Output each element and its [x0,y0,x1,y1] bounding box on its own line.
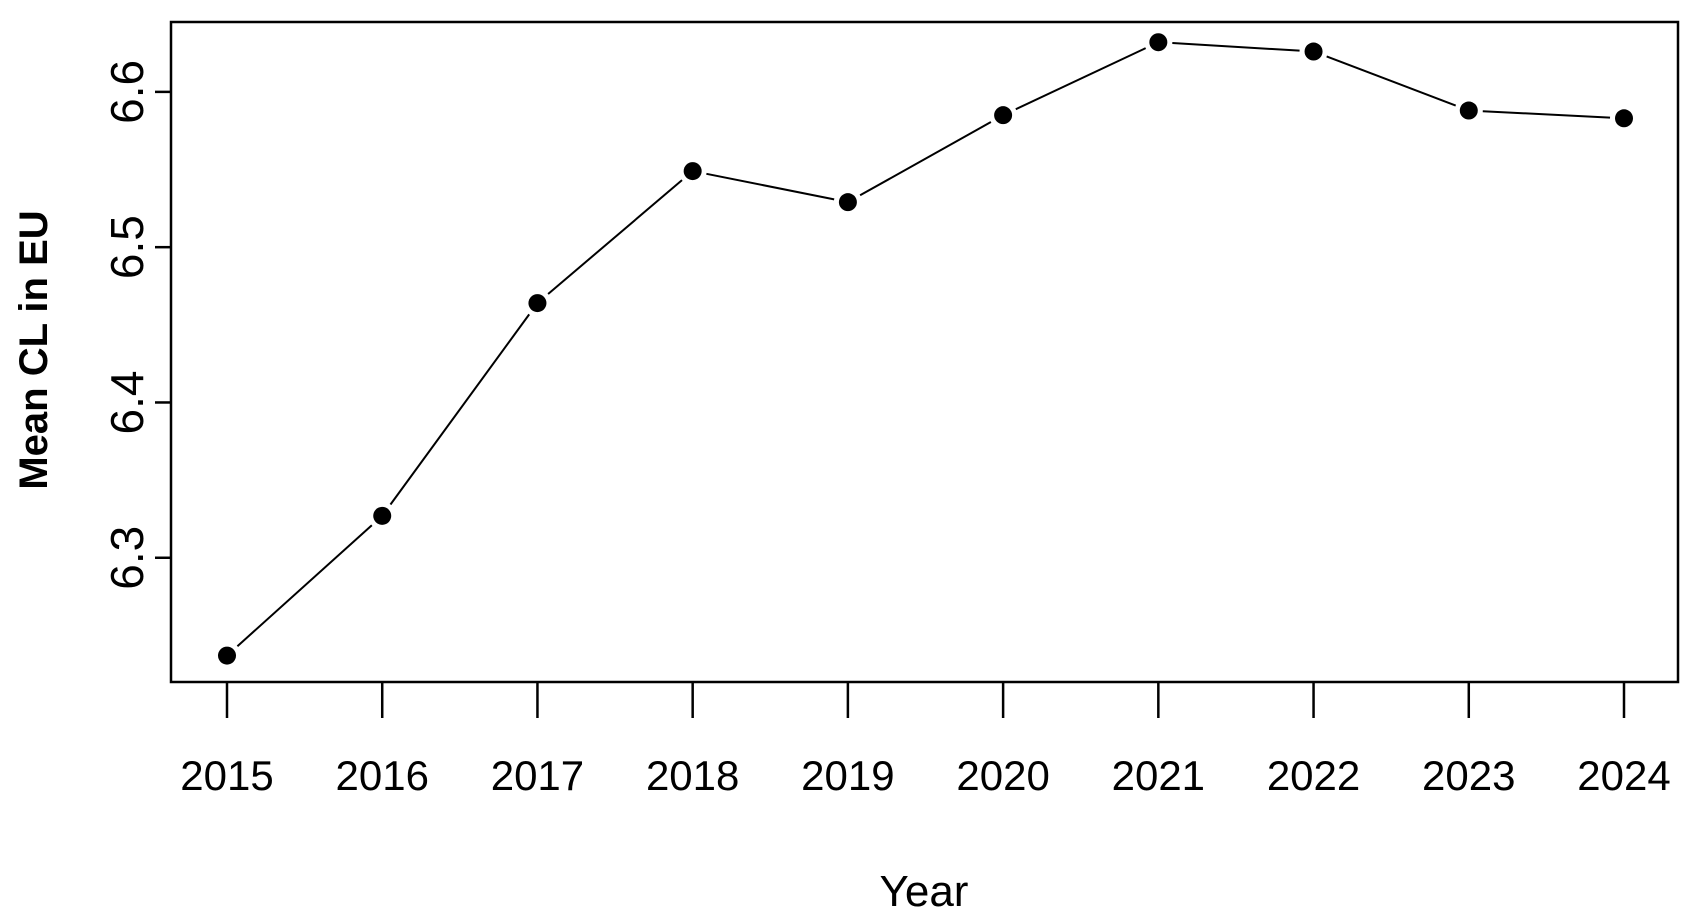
x-tick-label: 2023 [1422,752,1515,799]
x-axis: 2015 2016 2017 2018 2019 2020 2021 2022 2023 2024 [180,682,1671,799]
data-point [1615,109,1633,128]
x-tick-label: 2021 [1112,752,1205,799]
series-line-group [236,42,1611,647]
data-point [528,294,547,313]
data-point [1304,42,1323,61]
series-line-segment [547,179,683,295]
data-point [994,106,1013,125]
series-line-segment [1326,55,1457,107]
data-point [1149,33,1168,52]
data-point [373,506,392,525]
series-line-segment [1482,110,1611,119]
y-tick-label: 6.6 [101,60,153,124]
series-line-segment [1172,42,1300,52]
y-axis: 6.3 6.4 6.5 6.6 [101,60,171,590]
x-tick-label: 2016 [336,752,429,799]
data-point [683,162,702,181]
y-axis-label: Mean CL in EU [12,210,56,489]
x-tick-label: 2024 [1577,752,1670,799]
series-line-segment [389,313,531,506]
y-tick-label: 6.3 [101,526,153,590]
y-tick-label: 6.5 [101,215,153,279]
y-tick-label: 6.4 [101,370,153,434]
x-tick-label: 2020 [956,752,1049,799]
series-line-segment [236,524,373,647]
plot-frame [169,20,1680,684]
data-point [838,193,857,212]
x-tick-label: 2015 [180,752,273,799]
x-tick-label: 2018 [646,752,739,799]
x-tick-label: 2017 [491,752,584,799]
data-points [218,33,1633,665]
series-line-segment [1015,47,1147,111]
x-axis-label: Year [880,867,969,916]
series-line-segment [859,121,992,197]
x-tick-label: 2019 [801,752,894,799]
x-tick-label: 2022 [1267,752,1360,799]
data-point [1459,101,1478,120]
data-point [218,646,236,665]
series-line-segment [706,172,835,201]
